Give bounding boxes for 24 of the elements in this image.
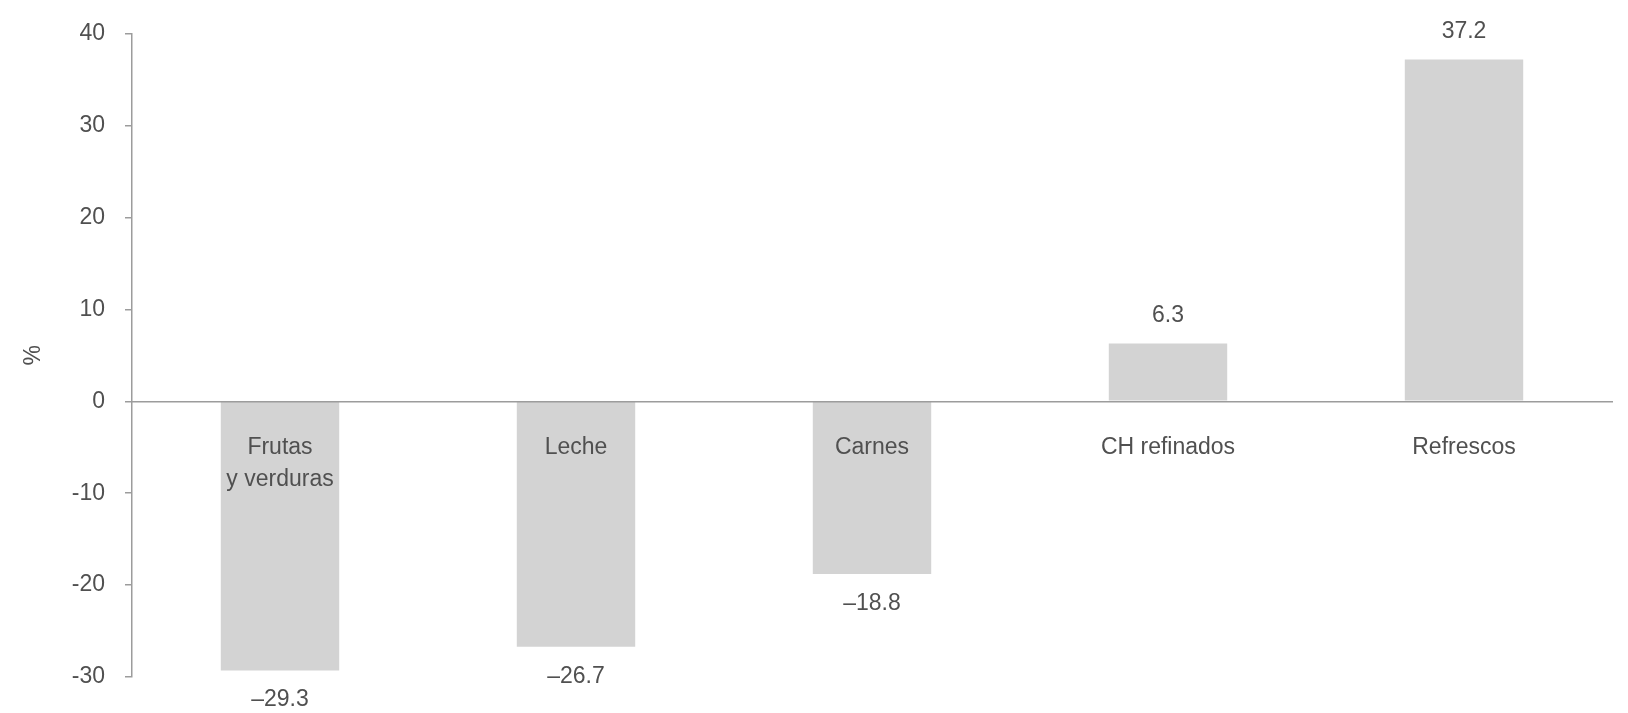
y-tick-label: 40 bbox=[79, 19, 105, 46]
y-tick-label: -20 bbox=[71, 570, 105, 597]
x-tick-label: CH refinados bbox=[1100, 432, 1236, 459]
data-label: –26.7 bbox=[547, 661, 605, 688]
y-tick-label: 30 bbox=[79, 111, 105, 138]
bar bbox=[1404, 59, 1524, 401]
data-label: 37.2 bbox=[1441, 17, 1487, 44]
data-label: 6.3 bbox=[1152, 301, 1184, 328]
x-tick-label: Leche bbox=[544, 432, 608, 459]
y-tick-label: 20 bbox=[79, 202, 105, 229]
data-label: –29.3 bbox=[251, 685, 309, 712]
x-tick-label: Frutas y verduras bbox=[226, 432, 334, 491]
x-tick-label: Carnes bbox=[834, 432, 910, 459]
y-tick-label: 10 bbox=[79, 294, 105, 321]
y-tick-label: 0 bbox=[92, 386, 105, 413]
bar bbox=[1108, 343, 1228, 401]
data-label: –18.8 bbox=[843, 588, 901, 615]
x-tick-label: Refrescos bbox=[1412, 432, 1516, 459]
y-tick-label: -10 bbox=[71, 478, 105, 505]
bar bbox=[516, 402, 636, 647]
bar bbox=[812, 402, 932, 575]
y-tick-label: -30 bbox=[71, 662, 105, 689]
bar bbox=[220, 402, 340, 671]
y-axis-title: % bbox=[19, 345, 46, 366]
